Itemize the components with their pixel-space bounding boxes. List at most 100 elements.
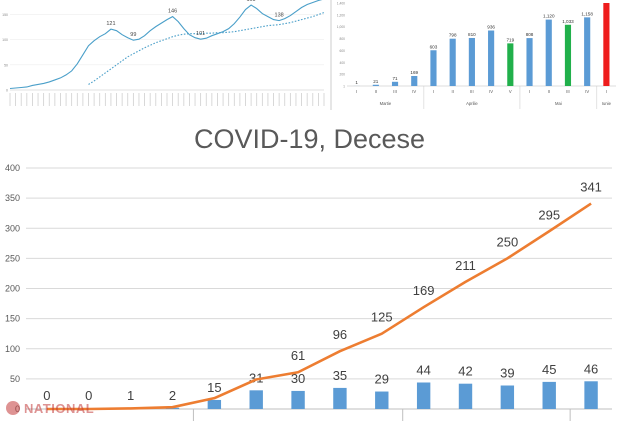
- bar-value-label: 169: [410, 70, 418, 75]
- y-tick-label: 1,200: [337, 13, 345, 17]
- bar: [507, 43, 514, 86]
- weekly-cases-bar-chart: 12004006008001,0001,2001,4001I21II71III1…: [337, 2, 616, 109]
- y-tick-label: 200: [5, 284, 20, 294]
- chart-divider: [330, 0, 332, 110]
- bar: [375, 391, 389, 409]
- x-tick-label: I: [529, 89, 530, 94]
- data-label: 138: [275, 13, 284, 19]
- bar-value-label: 45: [542, 362, 556, 377]
- bar: [526, 38, 533, 86]
- y-tick-label: 1,000: [337, 25, 345, 29]
- bar: [468, 37, 475, 86]
- line-value-label: 169: [413, 283, 435, 298]
- x-tick-label: V: [509, 89, 512, 94]
- x-tick-label: IV: [489, 89, 493, 94]
- watermark-text: NATIONAL: [24, 400, 95, 416]
- deaths-combo-chart: 0501001502002503003504000012153130352944…: [5, 163, 612, 421]
- bar-value-label: 1,033: [562, 19, 574, 24]
- y-tick-label: 400: [5, 163, 20, 173]
- x-tick-label: I: [606, 89, 607, 94]
- x-tick-label: I: [356, 89, 357, 94]
- bar: [430, 50, 437, 86]
- y-tick-label: 1: [343, 85, 345, 89]
- y-tick-label: 100: [2, 38, 8, 42]
- line-value-label: 341: [580, 180, 602, 195]
- line-value-label: 250: [497, 234, 519, 249]
- bar-value-label: 46: [584, 361, 598, 376]
- bar: [500, 385, 515, 409]
- x-tick-label: III: [470, 89, 474, 94]
- bar-value-label: 603: [430, 44, 438, 49]
- bar-value-label: 810: [468, 32, 476, 37]
- bar-value-label: 798: [449, 33, 457, 38]
- bar-value-label: 936: [487, 25, 495, 30]
- bar: [249, 390, 263, 409]
- bar-value-label: 15: [207, 380, 221, 395]
- x-tick-label: II: [375, 89, 377, 94]
- month-group-label: Martie: [380, 101, 392, 106]
- x-tick-label: III: [393, 89, 397, 94]
- x-tick-label: II: [452, 89, 454, 94]
- bar: [391, 81, 399, 86]
- bar-value-label: 808: [526, 32, 534, 37]
- line-value-label: 61: [291, 348, 305, 363]
- bar: [545, 19, 552, 87]
- y-tick-label: 150: [2, 13, 8, 17]
- y-tick-label: 0: [6, 89, 8, 93]
- bar: [542, 381, 556, 409]
- bar: [584, 17, 591, 86]
- y-tick-label: 600: [339, 49, 345, 53]
- bar: [333, 387, 347, 409]
- bar: [411, 75, 418, 86]
- data-label: 169: [247, 0, 256, 3]
- line-value-label: 96: [333, 327, 347, 342]
- x-tick-label: IV: [585, 89, 589, 94]
- bar: [372, 84, 379, 86]
- bar-value-label: 0: [85, 388, 92, 403]
- y-tick-label: 100: [5, 344, 20, 354]
- data-label: 101: [196, 31, 205, 37]
- trend-line: [88, 12, 325, 85]
- bar-value-label: 44: [416, 362, 430, 377]
- bar: [603, 3, 610, 86]
- bar: [564, 24, 572, 86]
- bar-value-label: 42: [458, 364, 472, 379]
- y-tick-label: 800: [339, 37, 345, 41]
- x-tick-label: I: [433, 89, 434, 94]
- bar-value-label: 30: [291, 371, 305, 386]
- bar-value-label: 1: [127, 388, 134, 403]
- bar-value-label: 0: [43, 388, 50, 403]
- y-tick-label: 400: [339, 61, 345, 65]
- bar-value-label: 21: [373, 79, 379, 84]
- x-tick-label: IV: [412, 89, 416, 94]
- bar-value-label: 71: [392, 76, 398, 81]
- y-tick-label: 50: [4, 63, 8, 67]
- month-group-label: Aprilie: [466, 101, 478, 106]
- daily-line: [9, 0, 323, 90]
- y-tick-label: 200: [339, 73, 345, 77]
- y-tick-label: 1,400: [337, 2, 345, 6]
- bar-value-label: 1,120: [543, 14, 555, 19]
- bar-value-label: 39: [500, 366, 514, 381]
- daily-cases-line-chart: 0 50 100 150 121 99 146 101 169 138: [2, 0, 325, 106]
- y-tick-label: 350: [5, 193, 20, 203]
- line-value-label: 211: [455, 258, 476, 273]
- bar-value-label: 2: [169, 388, 176, 403]
- line-value-label: 295: [538, 207, 560, 222]
- y-tick-label: 50: [10, 374, 20, 384]
- bar-value-label: 35: [333, 368, 347, 383]
- national-watermark: NATIONAL: [6, 399, 94, 417]
- bar-value-label: 29: [375, 372, 389, 387]
- line-value-label: 125: [371, 310, 393, 325]
- bar-value-label: 1: [355, 80, 358, 85]
- bar: [449, 38, 456, 86]
- data-label: 121: [106, 21, 115, 27]
- bar: [458, 383, 473, 409]
- x-tick-label: II: [548, 89, 550, 94]
- bar: [416, 382, 431, 409]
- data-label: 146: [168, 9, 177, 15]
- bar-value-label: 719: [506, 37, 514, 42]
- y-tick-label: 150: [5, 314, 20, 324]
- y-tick-label: 300: [5, 223, 20, 233]
- bar: [207, 399, 222, 409]
